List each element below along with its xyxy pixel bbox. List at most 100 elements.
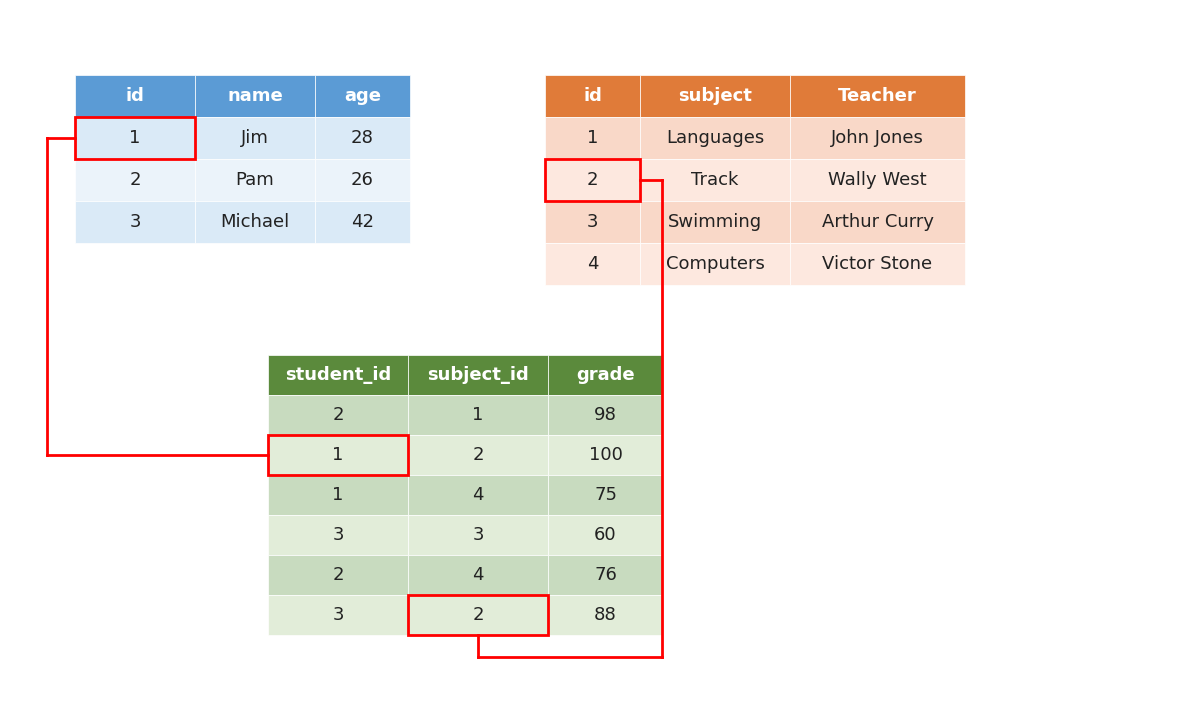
Text: 4: 4 xyxy=(473,486,484,504)
Bar xyxy=(548,555,662,595)
Bar xyxy=(194,159,314,201)
Bar xyxy=(314,75,410,117)
Text: id: id xyxy=(126,87,144,105)
Bar xyxy=(408,595,548,635)
Text: Track: Track xyxy=(691,171,739,189)
Bar xyxy=(790,243,965,285)
Bar xyxy=(408,355,548,395)
Bar xyxy=(314,117,410,159)
Text: 3: 3 xyxy=(587,213,599,231)
Text: 2: 2 xyxy=(587,171,599,189)
Text: age: age xyxy=(344,87,382,105)
Bar xyxy=(268,435,408,475)
Text: Victor Stone: Victor Stone xyxy=(822,255,932,273)
Bar xyxy=(548,475,662,515)
Bar xyxy=(640,159,790,201)
Text: 100: 100 xyxy=(588,446,623,464)
Bar xyxy=(640,75,790,117)
Text: 1: 1 xyxy=(130,129,140,147)
Bar xyxy=(408,435,548,475)
Text: 98: 98 xyxy=(594,406,617,424)
Text: 1: 1 xyxy=(332,446,343,464)
Text: Swimming: Swimming xyxy=(668,213,762,231)
Bar xyxy=(268,515,408,555)
Bar xyxy=(790,117,965,159)
Text: 28: 28 xyxy=(352,129,374,147)
Text: 2: 2 xyxy=(332,406,343,424)
Bar xyxy=(548,355,662,395)
Bar xyxy=(545,243,640,285)
Bar xyxy=(194,75,314,117)
Bar xyxy=(314,201,410,243)
Text: 1: 1 xyxy=(587,129,598,147)
Bar xyxy=(314,159,410,201)
Bar xyxy=(408,475,548,515)
Text: student_id: student_id xyxy=(284,366,391,384)
Text: 76: 76 xyxy=(594,566,617,584)
Bar xyxy=(408,595,548,635)
Text: 2: 2 xyxy=(130,171,140,189)
Bar xyxy=(268,595,408,635)
Bar xyxy=(74,201,194,243)
Bar xyxy=(408,395,548,435)
Bar xyxy=(194,117,314,159)
Bar xyxy=(545,159,640,201)
Bar xyxy=(548,595,662,635)
Bar xyxy=(545,159,640,201)
Bar xyxy=(548,435,662,475)
Text: 88: 88 xyxy=(594,606,617,624)
Text: Jim: Jim xyxy=(241,129,269,147)
Text: 26: 26 xyxy=(352,171,374,189)
Text: 2: 2 xyxy=(473,446,484,464)
Bar xyxy=(640,117,790,159)
Bar xyxy=(74,117,194,159)
Text: grade: grade xyxy=(576,366,635,384)
Text: 2: 2 xyxy=(473,606,484,624)
Bar xyxy=(268,395,408,435)
Bar xyxy=(548,515,662,555)
Bar xyxy=(268,475,408,515)
Text: Pam: Pam xyxy=(235,171,275,189)
Bar xyxy=(268,555,408,595)
Text: subject: subject xyxy=(678,87,752,105)
Bar xyxy=(545,201,640,243)
Text: id: id xyxy=(583,87,602,105)
Text: John Jones: John Jones xyxy=(832,129,924,147)
Bar xyxy=(268,435,408,475)
Text: Languages: Languages xyxy=(666,129,764,147)
Text: 3: 3 xyxy=(473,526,484,544)
Bar xyxy=(640,243,790,285)
Text: Michael: Michael xyxy=(221,213,289,231)
Bar xyxy=(545,117,640,159)
Text: 60: 60 xyxy=(594,526,617,544)
Text: Computers: Computers xyxy=(666,255,764,273)
Text: 42: 42 xyxy=(352,213,374,231)
Text: Wally West: Wally West xyxy=(828,171,926,189)
Text: 1: 1 xyxy=(473,406,484,424)
Bar xyxy=(640,201,790,243)
Bar xyxy=(790,201,965,243)
Bar xyxy=(790,75,965,117)
Bar xyxy=(790,159,965,201)
Bar xyxy=(545,75,640,117)
Bar xyxy=(74,159,194,201)
Text: subject_id: subject_id xyxy=(427,366,529,384)
Text: Teacher: Teacher xyxy=(838,87,917,105)
Text: 4: 4 xyxy=(473,566,484,584)
Text: 3: 3 xyxy=(130,213,140,231)
Bar xyxy=(268,355,408,395)
Text: 75: 75 xyxy=(594,486,617,504)
Text: 2: 2 xyxy=(332,566,343,584)
Text: 1: 1 xyxy=(332,486,343,504)
Text: 3: 3 xyxy=(332,526,343,544)
Bar xyxy=(194,201,314,243)
Bar xyxy=(74,117,194,159)
Bar xyxy=(74,75,194,117)
Bar xyxy=(548,395,662,435)
Text: 3: 3 xyxy=(332,606,343,624)
Text: name: name xyxy=(227,87,283,105)
Bar xyxy=(408,555,548,595)
Text: Arthur Curry: Arthur Curry xyxy=(822,213,934,231)
Text: 4: 4 xyxy=(587,255,599,273)
Bar xyxy=(408,515,548,555)
